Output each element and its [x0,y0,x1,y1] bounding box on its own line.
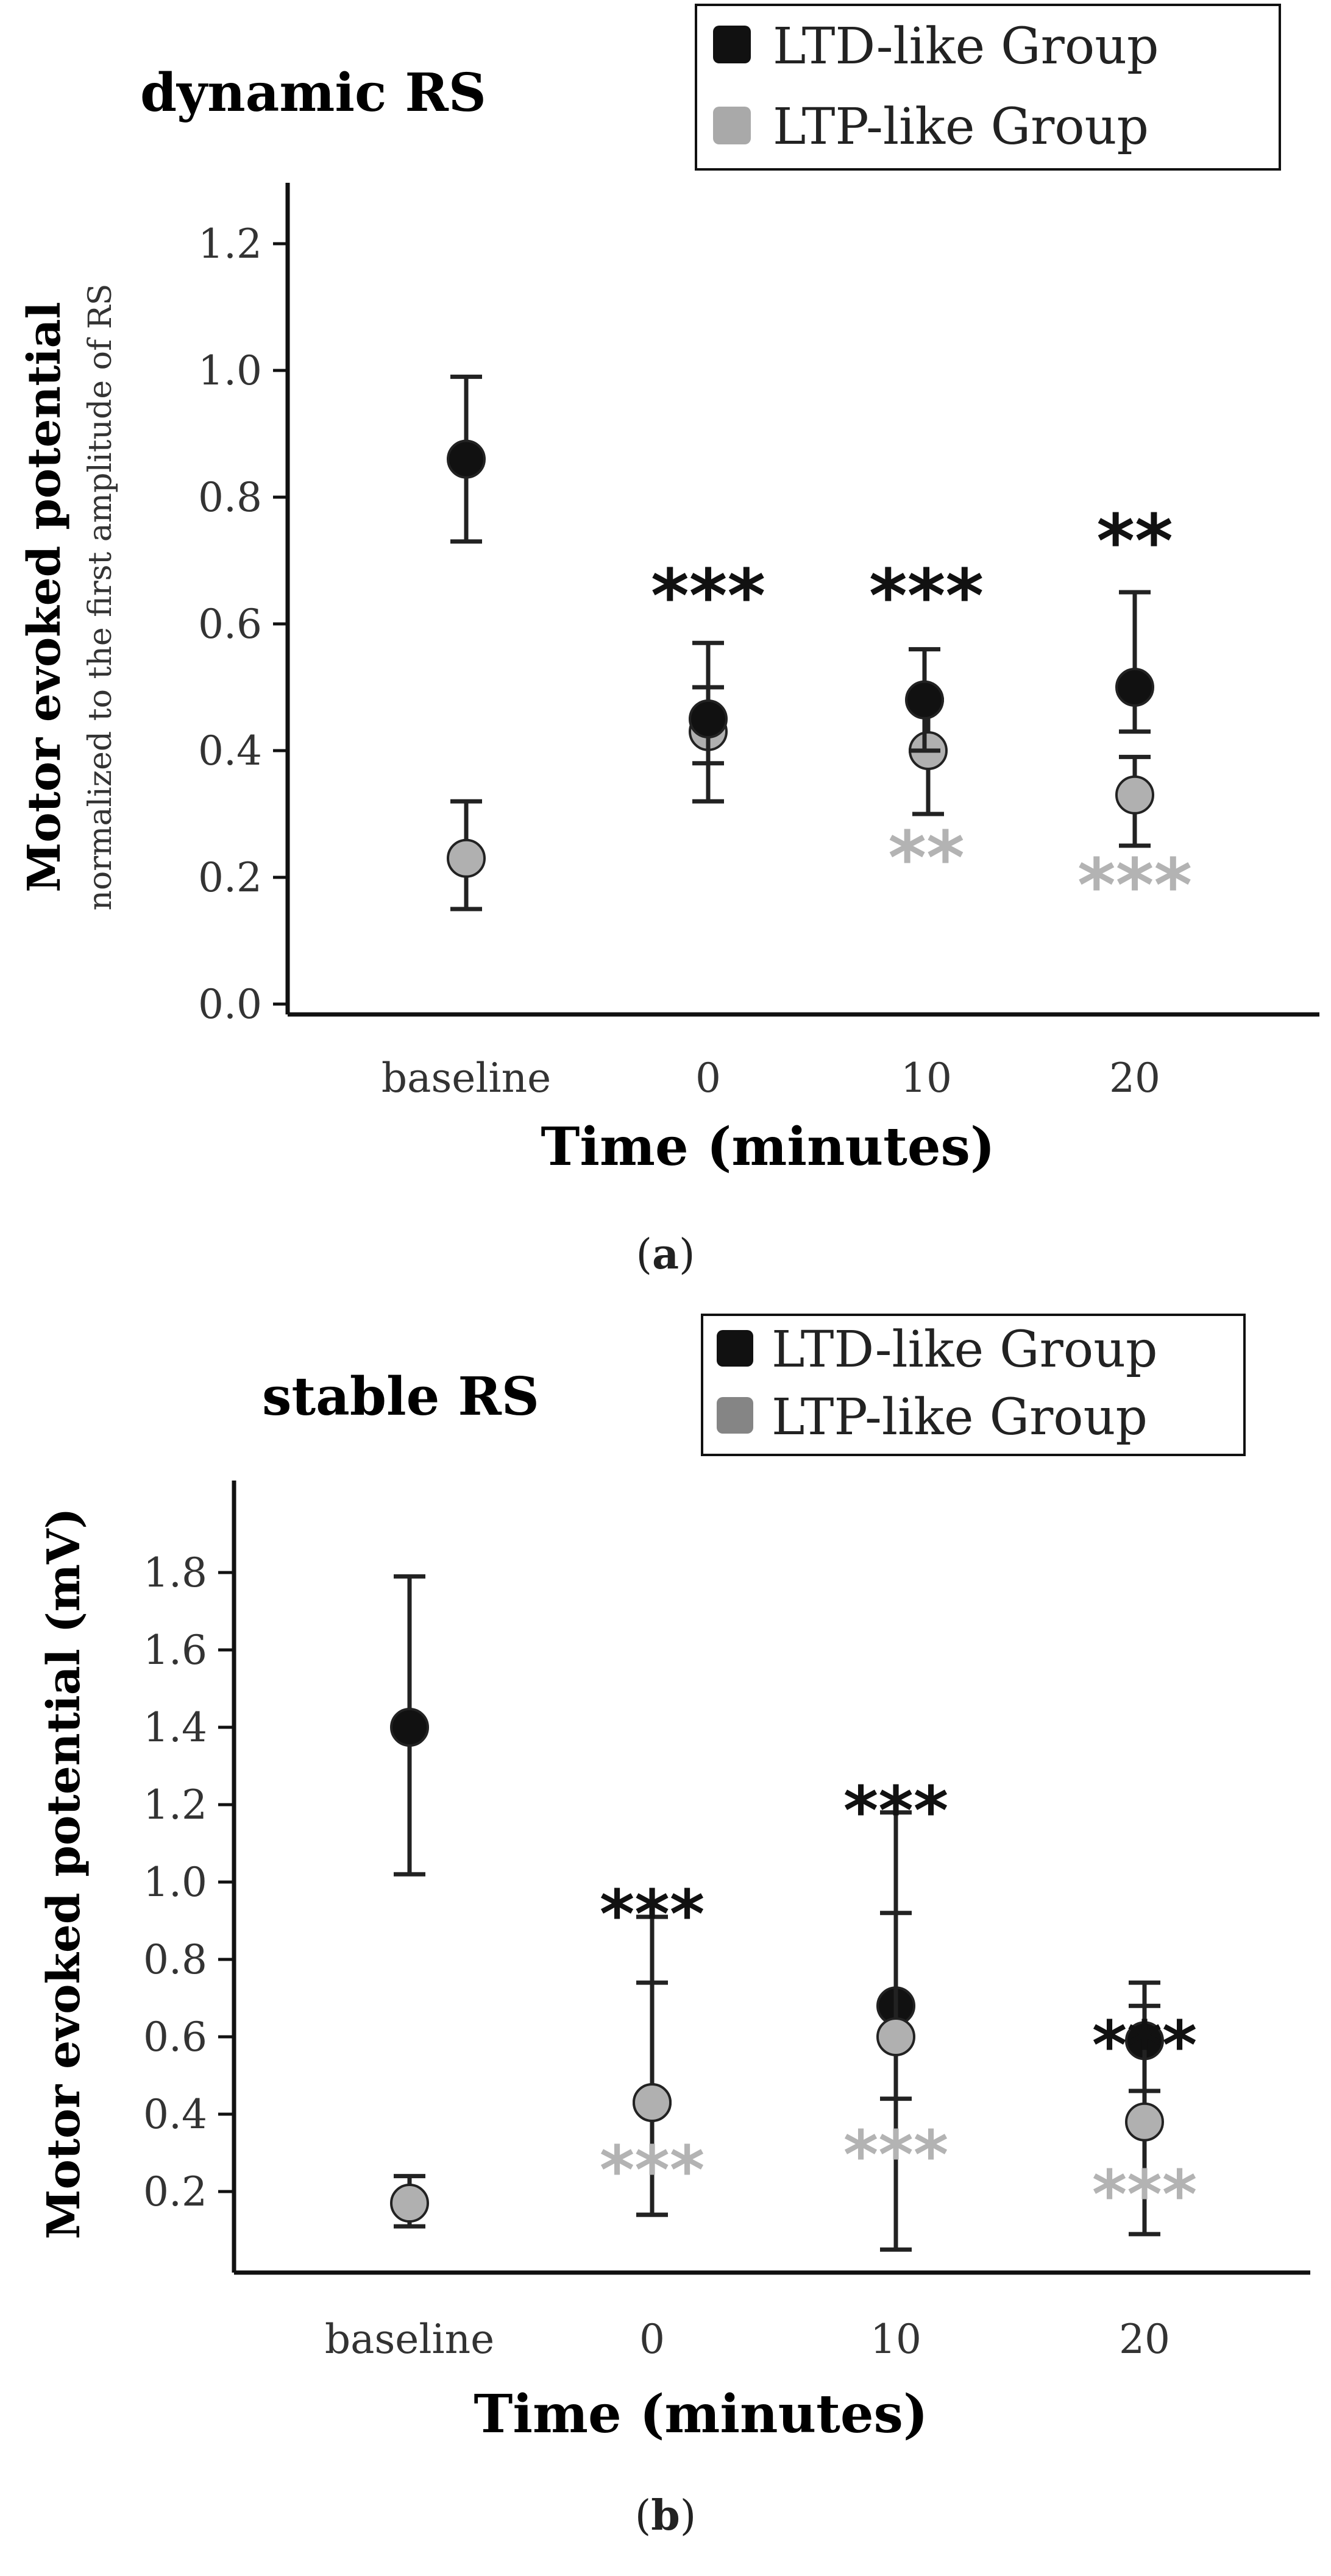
panel-b-y-axis-title: Motor evoked potential (mV) [38,1508,90,2240]
panel-a-y-axis-subtitle: normalized to the first amplitude of RS [82,284,119,911]
panel-a-ytick-label: 0.6 [198,601,262,648]
panel-b-ltd-0-significance: *** [600,1875,705,1953]
panel-b-legend-swatch-ltp [717,1397,753,1434]
panel-a-legend-box [695,4,1281,171]
panel-b-xtick-label: baseline [325,2316,494,2363]
panel-a-y-ticks: 0.0 0.2 0.4 0.6 0.8 1.0 1.2 [198,221,288,1028]
panel-b-ytick-label: 1.4 [143,1704,207,1751]
panel-a-legend-swatch-ltd [713,26,751,63]
panel-a-ytick-label: 0.8 [198,474,262,521]
panel-b-ytick-label: 0.8 [143,1936,207,1983]
panel-a-caption-letter: a [652,1230,679,1279]
panel-b-caption-letter: b [651,2491,680,2540]
panel-b: stable RS LTD-like Group LTP-like Group … [38,1314,1310,2540]
panel-a-ltd-20-point [1115,668,1154,707]
panel-b-ltd-20-significance: *** [1092,2006,1198,2084]
panel-b-ltp-0-point [633,2082,672,2122]
panel-a-legend-label-ltd: LTD-like Group [773,18,1159,76]
panel-b-legend-label-ltd: LTD-like Group [772,1321,1158,1379]
panel-a-legend: LTD-like Group LTP-like Group [695,4,1281,171]
panel-b-title: stable RS [262,1366,539,1428]
panel-b-ltp-20-point [1125,2102,1164,2142]
panel-a-legend-swatch-ltp [713,107,751,144]
panel-b-xtick-label: 10 [870,2316,921,2363]
panel-a-ltp-20-significance: *** [1077,844,1192,929]
panel-a-ytick-label: 0.2 [198,854,262,901]
panel-b-ltp-10-significance: *** [843,2116,949,2194]
panel-a-y-axis-title: Motor evoked potential [18,302,71,892]
panel-a-ltd-0-point [689,699,728,738]
panel-b-xtick-label: 0 [639,2316,665,2363]
panel-b-legend-label-ltp: LTP-like Group [772,1389,1148,1446]
panel-b-caption: (b) [635,2491,697,2540]
panel-a-caption: (a) [636,1230,695,1279]
panel-a-xtick-label: 20 [1109,1055,1160,1102]
panel-b-ltd-10-significance: *** [843,1772,949,1850]
panel-a-xtick-label: 0 [695,1055,721,1102]
panel-a-ltp-20-point [1115,775,1154,815]
panel-a-ltd-0-significance: *** [651,554,765,639]
panel-b-ytick-label: 1.6 [143,1627,207,1674]
panel-a-ytick-label: 1.0 [198,347,262,394]
panel-b-ltp-0-significance: *** [600,2131,705,2209]
panel-b-ytick-label: 1.0 [143,1859,207,1906]
panel-b-data-marks: *** *** *** *** *** *** [390,1574,1198,2252]
panel-a-ltp-10-significance: ** [888,816,965,901]
panel-b-ytick-label: 0.6 [143,2014,207,2061]
panel-b-legend: LTD-like Group LTP-like Group [701,1314,1246,1456]
panel-a-xtick-label: 10 [901,1055,952,1102]
panel-a-ltd-10-point [905,680,944,720]
panel-a-legend-label-ltp: LTP-like Group [773,98,1149,156]
panel-a-data-marks: *** ******* *** [447,374,1192,929]
panel-a-ytick-label: 0.0 [198,981,262,1028]
panel-b-xtick-label: 20 [1119,2316,1170,2363]
panel-a-ytick-label: 1.2 [198,221,262,267]
panel-a-ltp-baseline-point [447,838,486,878]
panel-b-ltd-baseline-point [390,1708,429,1747]
panel-b-legend-box [701,1314,1246,1456]
panel-b-ytick-label: 0.4 [143,2091,207,2138]
panel-b-legend-swatch-ltd [717,1330,753,1367]
panel-b-ytick-label: 1.2 [143,1782,207,1828]
panel-a-ltd-20-significance: ** [1096,500,1173,584]
panel-a-ltd-10-significance: *** [869,554,984,639]
panel-a-ltd-baseline-point [447,439,486,479]
panel-b-x-axis-title: Time (minutes) [474,2383,928,2445]
panel-a-xtick-label: baseline [382,1055,551,1102]
panel-b-ltp-baseline-point [390,2184,429,2223]
panel-a-title: dynamic RS [140,62,486,124]
panel-b-y-ticks: 0.2 0.4 0.6 0.8 1.0 1.2 1.4 1.6 1.8 [143,1549,234,2215]
panel-a: dynamic RS LTD-like Group LTP-like Group… [18,4,1319,1279]
panel-a-ytick-label: 0.4 [198,727,262,774]
panel-b-ltp-10-point [876,2017,915,2056]
panel-b-ltp-20-significance: *** [1092,2156,1198,2234]
panel-b-ytick-label: 0.2 [143,2168,207,2215]
panel-b-ytick-label: 1.8 [143,1549,207,1596]
panel-a-x-axis-title: Time (minutes) [541,1116,995,1178]
